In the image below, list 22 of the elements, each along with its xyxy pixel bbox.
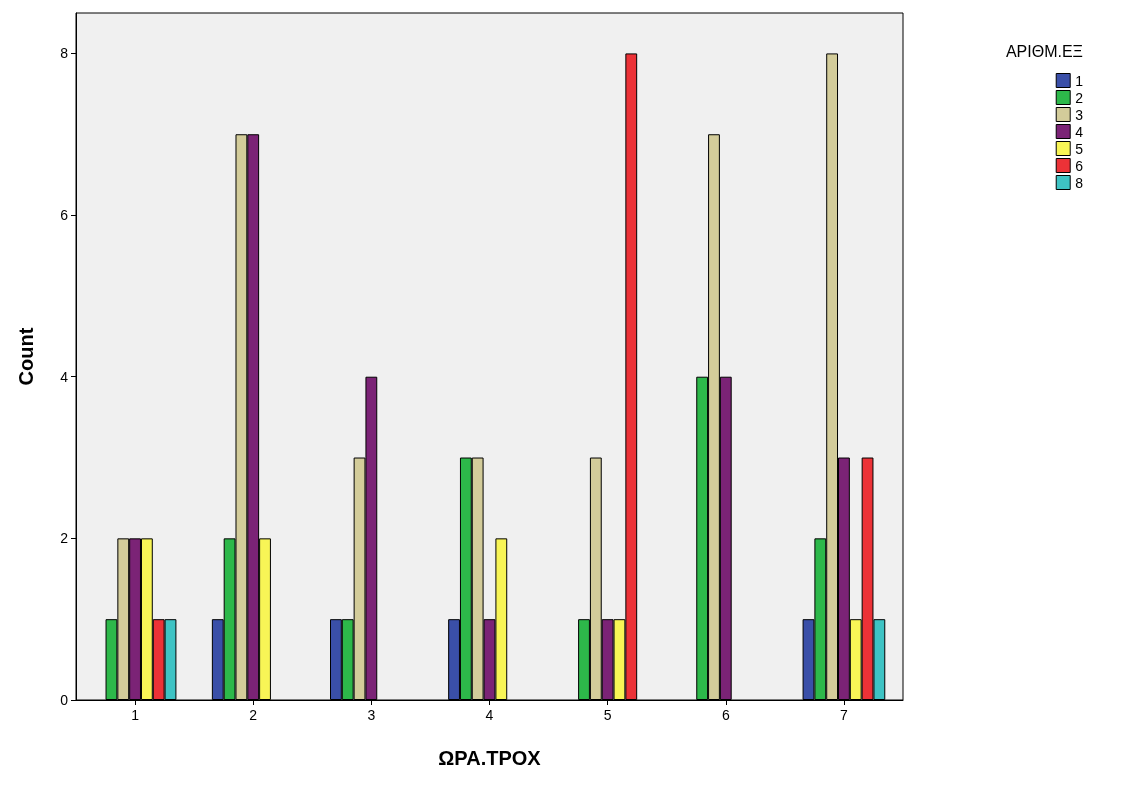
x-tick-label: 2 [249, 707, 258, 723]
x-tick-label: 6 [721, 707, 730, 723]
x-tick-label: 4 [485, 707, 494, 723]
x-tick-label: 1 [131, 707, 140, 723]
y-tick-label: 0 [60, 692, 69, 708]
x-tick-label: 5 [603, 707, 612, 723]
x-tick-label: 7 [840, 707, 849, 723]
legend-title: ΑΡΙΘΜ.ΕΞ [1005, 42, 1083, 60]
y-tick-label: 8 [60, 45, 69, 62]
legend-label: 6 [1075, 157, 1084, 174]
legend-label: 4 [1075, 123, 1084, 140]
y-axis-title: Count [15, 327, 37, 386]
y-tick-label: 2 [60, 530, 69, 547]
legend-label: 8 [1075, 174, 1084, 191]
x-tick-label: 3 [367, 707, 376, 723]
y-tick-label: 6 [60, 207, 69, 224]
legend-label: 5 [1075, 140, 1084, 157]
x-axis-title: ΩΡΑ.ΤΡΟΧ [438, 747, 542, 769]
legend-label: 3 [1075, 106, 1084, 123]
legend-label: 2 [1075, 89, 1084, 106]
legend-label: 1 [1075, 72, 1084, 89]
y-tick-label: 4 [60, 368, 69, 385]
